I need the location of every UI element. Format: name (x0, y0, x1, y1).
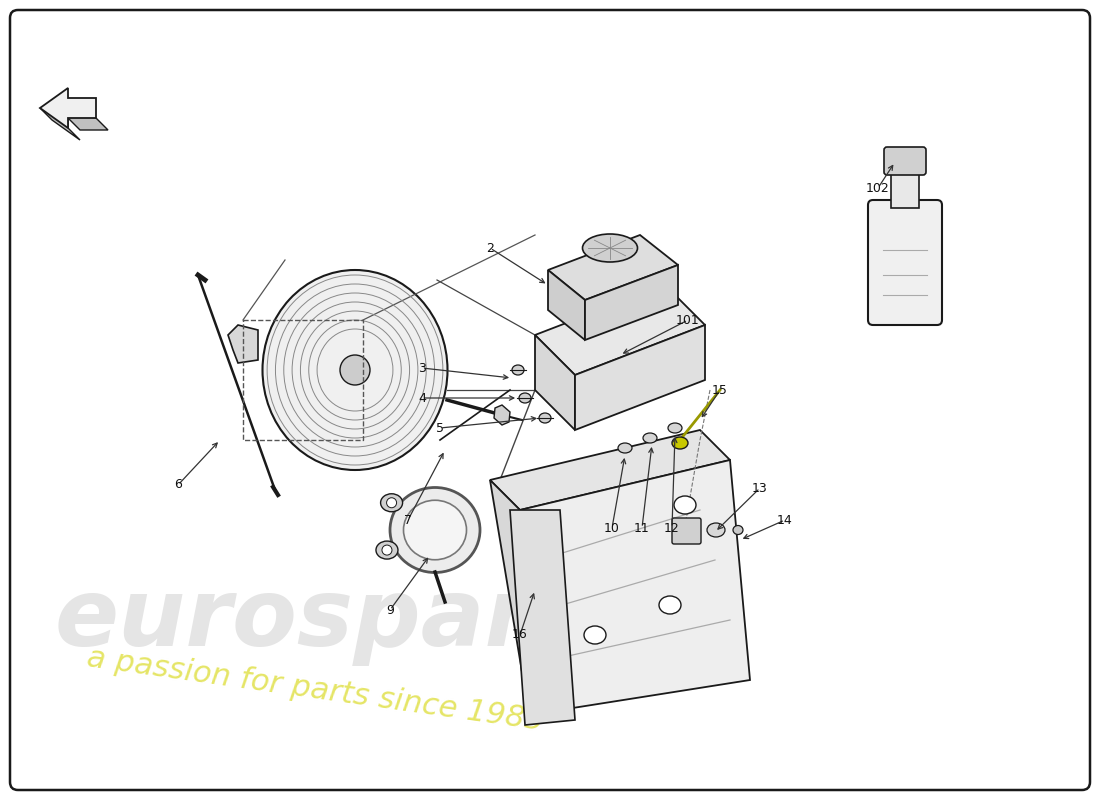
Ellipse shape (263, 270, 448, 470)
Text: 12: 12 (664, 522, 680, 534)
Ellipse shape (583, 234, 638, 262)
Circle shape (382, 545, 392, 555)
Ellipse shape (668, 423, 682, 433)
Polygon shape (535, 335, 575, 430)
Ellipse shape (390, 487, 480, 573)
Ellipse shape (674, 496, 696, 514)
Polygon shape (520, 460, 750, 710)
Text: 14: 14 (777, 514, 793, 526)
Polygon shape (40, 88, 96, 128)
Text: 102: 102 (866, 182, 890, 194)
Text: 5: 5 (436, 422, 444, 434)
Text: eurospares: eurospares (55, 574, 652, 666)
Ellipse shape (519, 393, 531, 403)
Text: 10: 10 (604, 522, 620, 534)
Text: a passion for parts since 1985: a passion for parts since 1985 (85, 643, 546, 737)
Text: 16: 16 (513, 629, 528, 642)
Ellipse shape (672, 437, 688, 449)
Ellipse shape (381, 494, 403, 512)
Text: 101: 101 (676, 314, 700, 326)
Text: 9: 9 (386, 603, 394, 617)
Ellipse shape (733, 526, 742, 534)
Text: 4: 4 (418, 391, 426, 405)
Ellipse shape (618, 443, 632, 453)
Text: 13: 13 (752, 482, 768, 494)
Polygon shape (548, 270, 585, 340)
Polygon shape (585, 265, 678, 340)
Text: 7: 7 (404, 514, 412, 526)
FancyBboxPatch shape (868, 200, 942, 325)
Polygon shape (510, 510, 575, 725)
Polygon shape (548, 235, 678, 300)
FancyBboxPatch shape (672, 518, 701, 544)
Polygon shape (490, 480, 560, 720)
Polygon shape (40, 108, 108, 140)
Ellipse shape (584, 626, 606, 644)
Text: 6: 6 (174, 478, 182, 491)
Ellipse shape (512, 365, 524, 375)
FancyBboxPatch shape (884, 147, 926, 175)
Ellipse shape (707, 523, 725, 537)
Polygon shape (494, 405, 510, 425)
Text: 15: 15 (712, 383, 728, 397)
Polygon shape (228, 325, 258, 363)
Polygon shape (575, 325, 705, 430)
Ellipse shape (404, 500, 466, 560)
Ellipse shape (340, 355, 370, 385)
Bar (243, 320, 363, 440)
Text: 11: 11 (634, 522, 650, 534)
Bar (891, 170, 918, 208)
Polygon shape (535, 285, 705, 375)
Ellipse shape (376, 541, 398, 559)
Ellipse shape (659, 596, 681, 614)
Polygon shape (490, 430, 730, 510)
Circle shape (386, 498, 397, 508)
Text: 2: 2 (486, 242, 494, 254)
Ellipse shape (539, 413, 551, 423)
Ellipse shape (644, 433, 657, 443)
Text: 3: 3 (418, 362, 426, 374)
